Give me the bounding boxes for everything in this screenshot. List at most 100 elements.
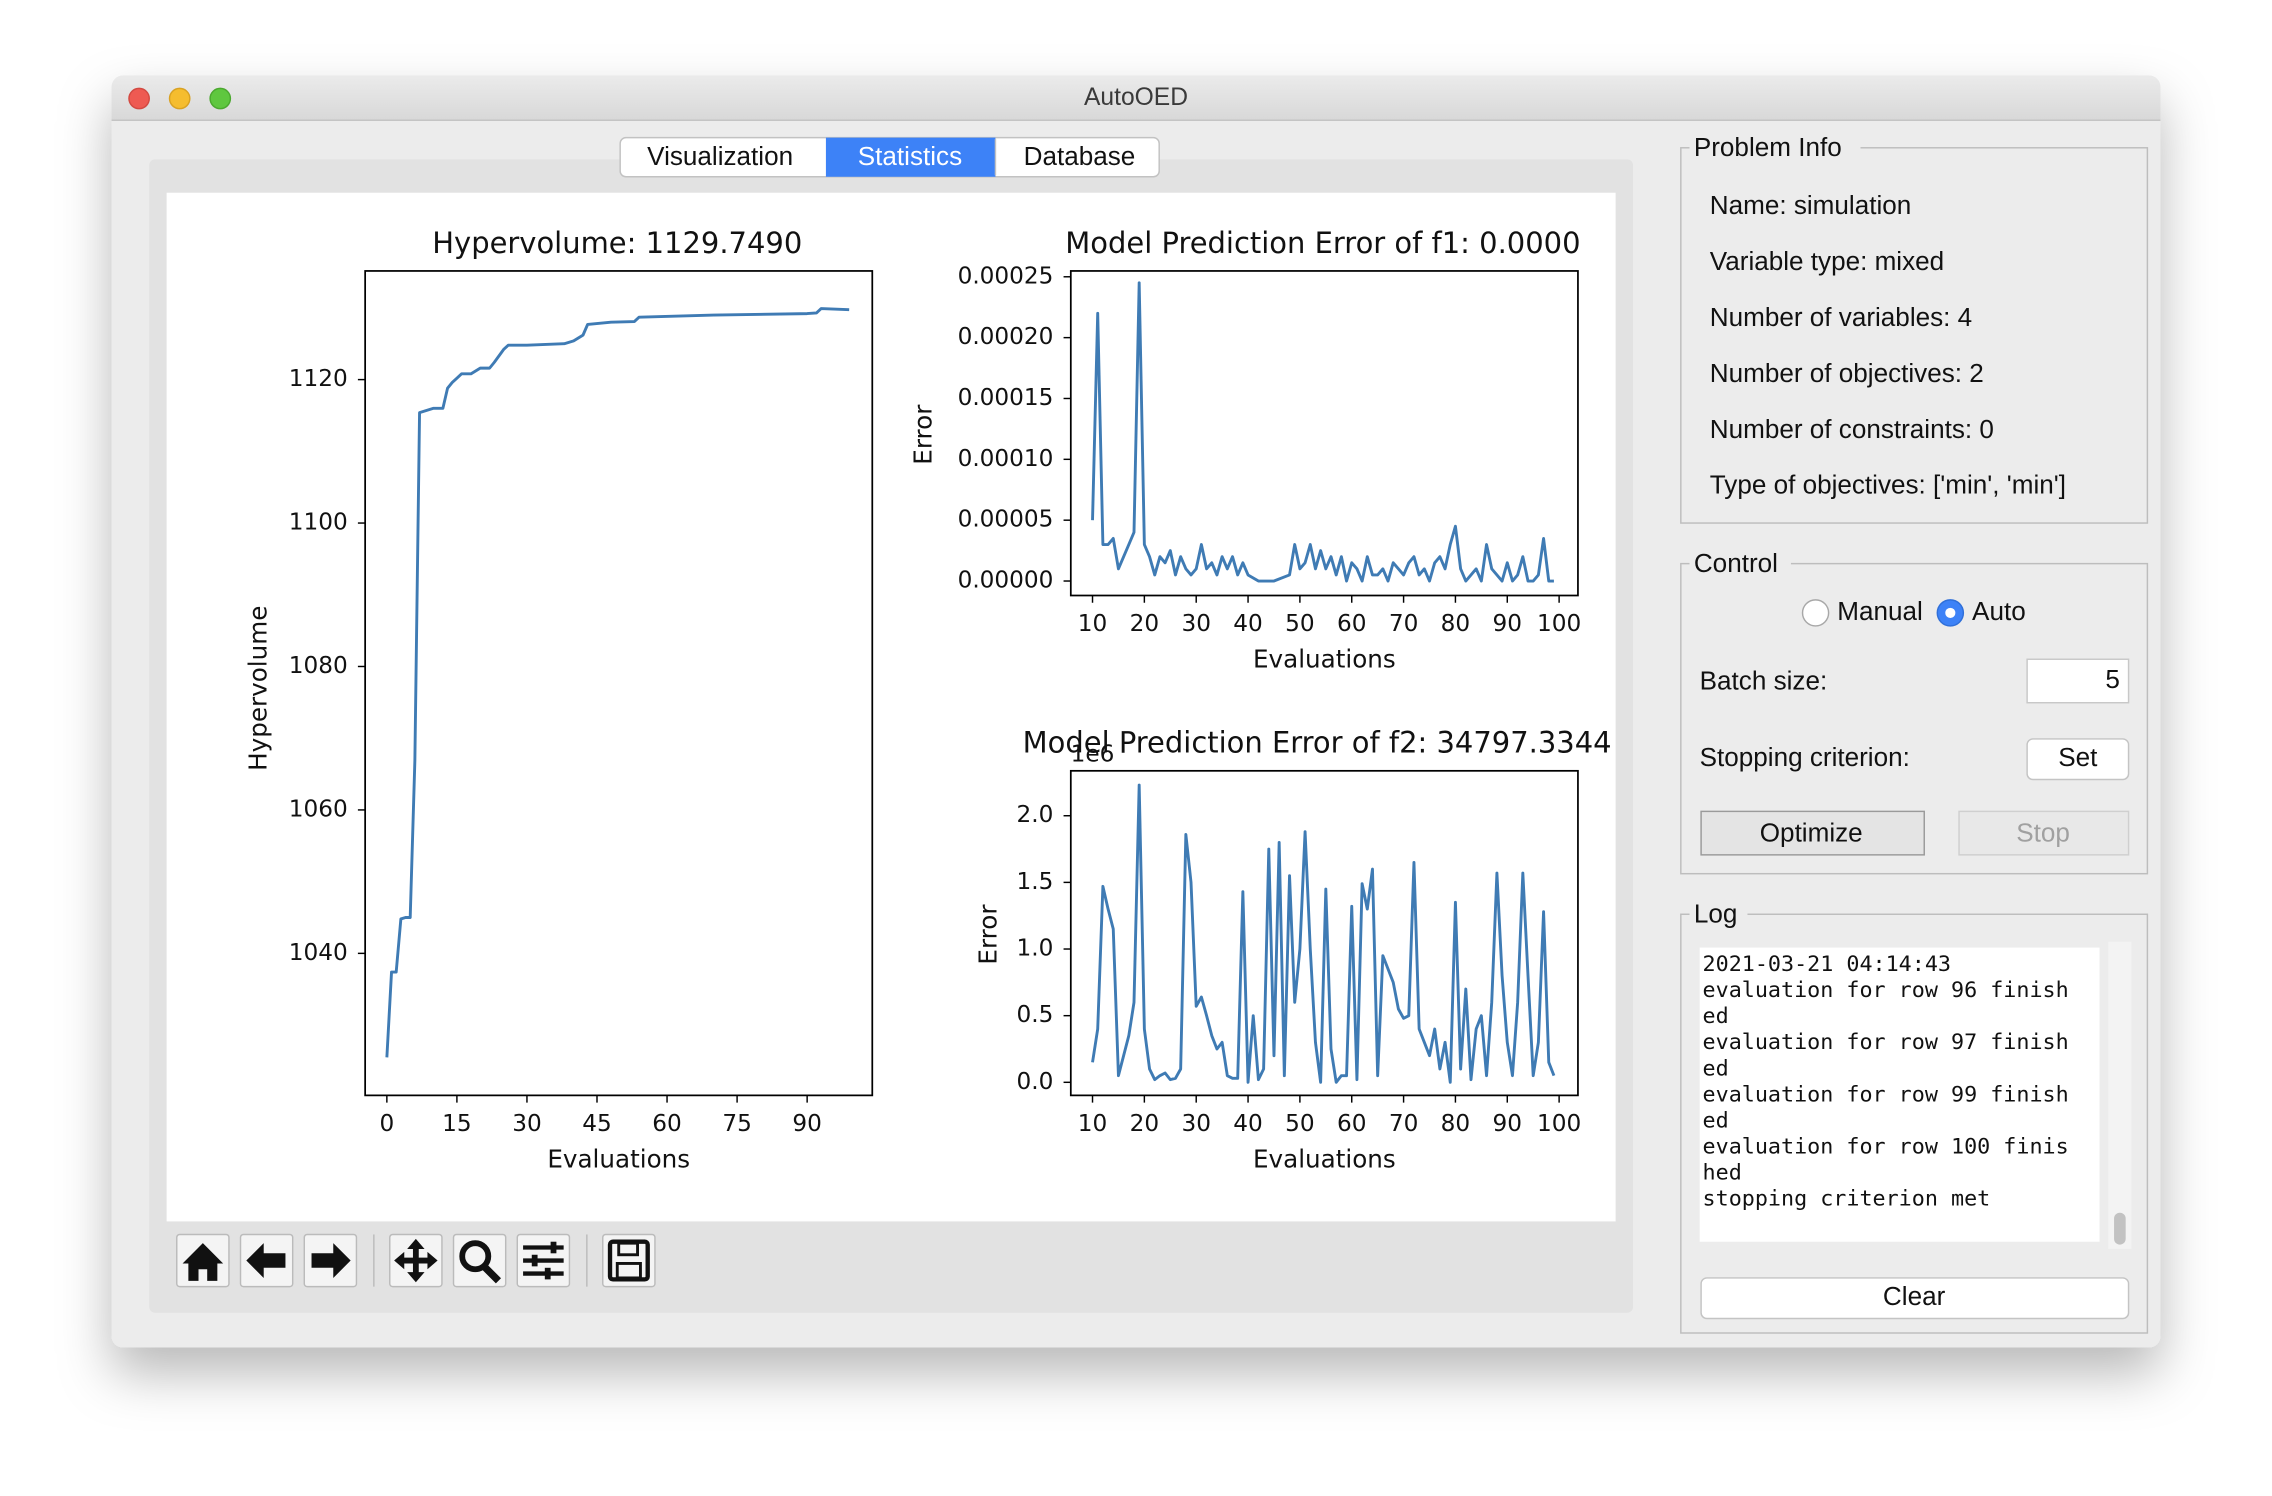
window-title: AutoOED — [1084, 84, 1188, 111]
x-axis-label: Evaluations — [1253, 645, 1396, 674]
x-tick-label: 80 — [1441, 610, 1471, 637]
tab-active[interactable]: Statistics — [858, 141, 962, 171]
x-tick-label: 0 — [379, 1110, 394, 1137]
batch-size-value[interactable]: 5 — [2105, 664, 2120, 694]
x-tick-label: 90 — [792, 1110, 822, 1137]
info-line: Name: simulation — [1710, 190, 1911, 220]
y-tick-label: 1.5 — [1017, 868, 1054, 895]
log-scrollbar[interactable] — [2108, 941, 2132, 1249]
configure-icon[interactable] — [516, 1233, 571, 1288]
axes-frame — [364, 270, 874, 1097]
x-tick-label: 40 — [1233, 610, 1263, 637]
set-button[interactable] — [2026, 738, 2130, 781]
clear-button-label[interactable]: Clear — [1883, 1281, 1946, 1311]
log-line: ed — [1703, 1056, 1729, 1081]
radio-label[interactable]: Auto — [1972, 596, 2026, 626]
y-offset-label: 1e6 — [1071, 740, 1115, 767]
clear-button[interactable] — [1700, 1277, 2130, 1320]
log-line: evaluation for row 100 finis — [1703, 1135, 2069, 1160]
x-tick-label: 90 — [1493, 610, 1523, 637]
y-tick-label: 1060 — [289, 795, 348, 822]
x-tick-label: 45 — [582, 1110, 612, 1137]
figure — [166, 192, 1616, 1222]
home-icon[interactable] — [176, 1233, 230, 1288]
chart: Hypervolume: 1129.7490 Evaluations Hypervo… — [243, 226, 874, 1174]
x-tick-label: 90 — [1493, 1110, 1523, 1137]
radio-label[interactable]: Manual — [1837, 596, 1923, 626]
forward-icon[interactable] — [303, 1233, 358, 1288]
x-tick-label: 50 — [1285, 610, 1315, 637]
y-tick-label: 1080 — [289, 652, 348, 679]
zoom-button[interactable] — [209, 87, 232, 110]
x-tick-label: 100 — [1537, 610, 1581, 637]
x-axis-label: Evaluations — [547, 1145, 690, 1174]
y-tick-label: 0.5 — [1017, 1001, 1054, 1028]
y-axis-label: Hypervolume — [243, 606, 272, 771]
stop-button-label[interactable]: Stop — [2016, 817, 2070, 847]
data-line — [385, 307, 850, 1058]
chart: Model Prediction Error of f1: 0.0000 Eval… — [908, 226, 1581, 674]
tab-active-bg — [825, 137, 996, 177]
log-line: 2021-03-21 04:14:43 — [1703, 952, 1951, 977]
control-group: Control Manual Auto Batch size: 5 Stoppi… — [1680, 548, 2149, 875]
zoom-icon[interactable] — [452, 1233, 507, 1288]
radio-manual[interactable] — [1801, 599, 1830, 627]
group-border — [1680, 913, 2149, 1334]
y-tick-label: 1120 — [289, 365, 348, 392]
y-axis-label: Error — [908, 404, 937, 465]
batch-size-label: Batch size: — [1700, 665, 1828, 695]
y-tick-label: 1100 — [289, 509, 348, 536]
chart-title: Model Prediction Error of f2: 34797.3344 — [1023, 726, 1612, 760]
tab[interactable]: Visualization — [647, 141, 793, 171]
plot-area — [1091, 783, 1556, 1084]
log-line: hed — [1703, 1161, 1742, 1186]
log-line: evaluation for row 97 finish — [1703, 1030, 2069, 1055]
minimize-button[interactable] — [168, 87, 191, 110]
log-line: stopping criterion met — [1703, 1187, 1991, 1212]
x-tick-label: 30 — [512, 1110, 542, 1137]
x-tick-label: 15 — [442, 1110, 472, 1137]
log-text-area[interactable] — [1699, 947, 2100, 1242]
y-tick-label: 0.00005 — [958, 506, 1054, 533]
x-tick-label: 100 — [1537, 1110, 1581, 1137]
stop-button[interactable] — [1958, 810, 2130, 856]
save-icon[interactable] — [602, 1233, 656, 1288]
x-tick-label: 60 — [1337, 610, 1367, 637]
log-scroll-thumb[interactable] — [2114, 1212, 2126, 1245]
info-lines: Name: simulation Variable type: mixed Numb… — [1710, 190, 2066, 500]
x-tick-label: 30 — [1181, 1110, 1211, 1137]
plots: Hypervolume: 1129.7490 Evaluations Hypervo… — [243, 226, 1611, 1174]
axes-frame — [1069, 270, 1579, 597]
info-line: Number of variables: 4 — [1710, 302, 1972, 332]
y-tick-label: 1.0 — [1017, 935, 1054, 962]
close-button[interactable] — [128, 87, 150, 110]
x-axis-label: Evaluations — [1253, 1145, 1396, 1174]
x-tick-label: 80 — [1441, 1110, 1471, 1137]
x-tick-label: 70 — [1389, 610, 1419, 637]
x-tick-label: 10 — [1078, 1110, 1108, 1137]
optimize-button[interactable] — [1700, 810, 1925, 856]
tab[interactable]: Database — [1024, 141, 1136, 171]
set-button-label[interactable]: Set — [2058, 742, 2098, 772]
group-title: Log — [1694, 899, 1738, 929]
optimize-button-label[interactable]: Optimize — [1760, 817, 1863, 847]
log-line: evaluation for row 99 finish — [1703, 1082, 2069, 1107]
x-tick-label: 50 — [1285, 1110, 1315, 1137]
log-line: ed — [1703, 1108, 1729, 1133]
log-line: evaluation for row 96 finish — [1703, 978, 2069, 1003]
x-tick-label: 30 — [1181, 610, 1211, 637]
back-icon[interactable] — [239, 1233, 294, 1288]
group-title-bg — [1689, 899, 1748, 929]
y-axis-label: Error — [974, 904, 1003, 965]
group-border — [1680, 562, 2149, 875]
axes-frame — [1069, 769, 1579, 1097]
y-tick-label: 0.00000 — [958, 567, 1054, 594]
chart-title: Model Prediction Error of f1: 0.0000 — [1065, 226, 1580, 260]
pan-icon[interactable] — [389, 1233, 443, 1288]
y-tick-label: 1040 — [289, 939, 348, 966]
y-tick-label: 0.00020 — [958, 323, 1054, 350]
batch-size-input[interactable] — [2026, 658, 2130, 704]
chart: Model Prediction Error of f2: 34797.3344… — [974, 726, 1612, 1174]
